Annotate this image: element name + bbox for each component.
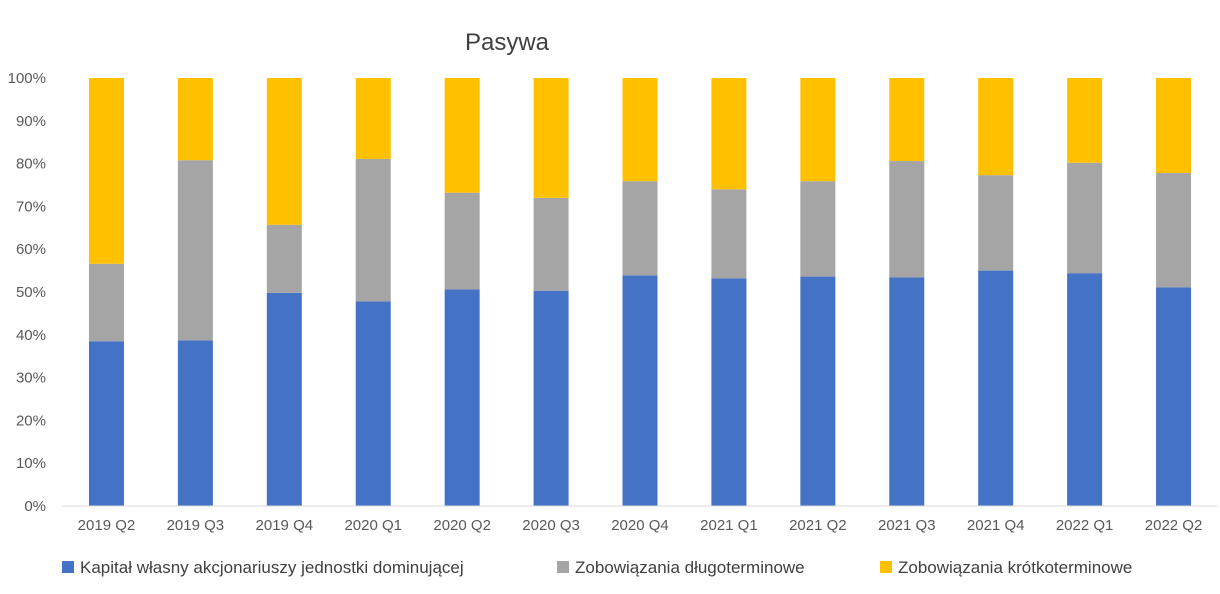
- bar-segment: [444, 78, 480, 193]
- x-tick-label: 2019 Q2: [78, 517, 136, 534]
- x-tick-label: 2020 Q2: [433, 517, 491, 534]
- bar-segment: [177, 340, 213, 506]
- y-axis: 0% 10% 20% 30% 40% 50% 60% 70% 80% 90% 100%: [8, 70, 46, 515]
- legend-label: Zobowiązania krótkoterminowe: [898, 558, 1132, 577]
- bar-segment: [622, 78, 658, 182]
- bar-segment: [444, 192, 480, 290]
- bars-group: [88, 78, 1192, 506]
- x-tick-label: 2021 Q3: [878, 517, 936, 534]
- bar-segment: [266, 224, 302, 293]
- bar-segment: [88, 341, 124, 506]
- bar-segment: [978, 270, 1014, 506]
- legend: Kapitał własny akcjonariuszy jednostki d…: [62, 558, 1132, 577]
- bar-segment: [533, 290, 569, 506]
- x-tick-label: 2021 Q2: [789, 517, 847, 534]
- bar-segment: [355, 301, 391, 506]
- y-tick-label: 20%: [16, 412, 46, 429]
- bar-segment: [1067, 273, 1103, 506]
- x-tick-label: 2022 Q1: [1056, 517, 1114, 534]
- bar-segment: [978, 78, 1014, 176]
- bar-segment: [88, 78, 124, 264]
- y-tick-label: 70%: [16, 198, 46, 215]
- bar-segment: [622, 181, 658, 276]
- bar-segment: [978, 175, 1014, 271]
- bar-segment: [88, 263, 124, 342]
- bar-segment: [177, 78, 213, 161]
- x-tick-label: 2021 Q4: [967, 517, 1025, 534]
- y-tick-label: 30%: [16, 370, 46, 387]
- bar-segment: [800, 181, 836, 277]
- y-tick-label: 0%: [24, 498, 46, 515]
- y-tick-label: 100%: [8, 70, 46, 87]
- bar-segment: [444, 289, 480, 506]
- bar-segment: [711, 189, 747, 279]
- legend-label: Kapitał własny akcjonariuszy jednostki d…: [80, 558, 464, 577]
- legend-swatch: [880, 561, 892, 573]
- y-tick-label: 60%: [16, 241, 46, 258]
- legend-swatch: [557, 561, 569, 573]
- x-tick-label: 2020 Q4: [611, 517, 669, 534]
- bar-segment: [355, 78, 391, 159]
- bar-segment: [889, 161, 925, 278]
- x-axis: 2019 Q2 2019 Q3 2019 Q4 2020 Q1 2020 Q2 2020 …: [78, 517, 1203, 534]
- bar-segment: [800, 276, 836, 506]
- y-tick-label: 80%: [16, 156, 46, 173]
- bar-segment: [1156, 78, 1192, 174]
- bar-segment: [177, 160, 213, 341]
- x-tick-label: 2021 Q1: [700, 517, 758, 534]
- x-tick-label: 2020 Q3: [522, 517, 580, 534]
- bar-segment: [355, 158, 391, 302]
- bar-segment: [1156, 287, 1192, 506]
- y-tick-label: 50%: [16, 284, 46, 301]
- bar-segment: [800, 78, 836, 182]
- bar-segment: [266, 292, 302, 506]
- bar-segment: [266, 78, 302, 225]
- y-tick-label: 10%: [16, 455, 46, 472]
- legend-label: Zobowiązania długoterminowe: [575, 558, 805, 577]
- bar-segment: [711, 78, 747, 190]
- legend-swatch: [62, 561, 74, 573]
- bar-segment: [622, 275, 658, 506]
- x-tick-label: 2020 Q1: [344, 517, 402, 534]
- x-tick-label: 2019 Q4: [256, 517, 314, 534]
- bar-segment: [889, 78, 925, 162]
- bar-segment: [1156, 173, 1192, 288]
- bar-segment: [889, 277, 925, 506]
- x-tick-label: 2022 Q2: [1145, 517, 1203, 534]
- x-tick-label: 2019 Q3: [167, 517, 225, 534]
- bar-segment: [1067, 78, 1103, 163]
- chart-title: Pasywa: [465, 29, 550, 56]
- bar-segment: [1067, 162, 1103, 274]
- bar-segment: [533, 78, 569, 198]
- bar-segment: [711, 278, 747, 506]
- y-tick-label: 40%: [16, 327, 46, 344]
- bar-segment: [533, 197, 569, 291]
- y-tick-label: 90%: [16, 113, 46, 130]
